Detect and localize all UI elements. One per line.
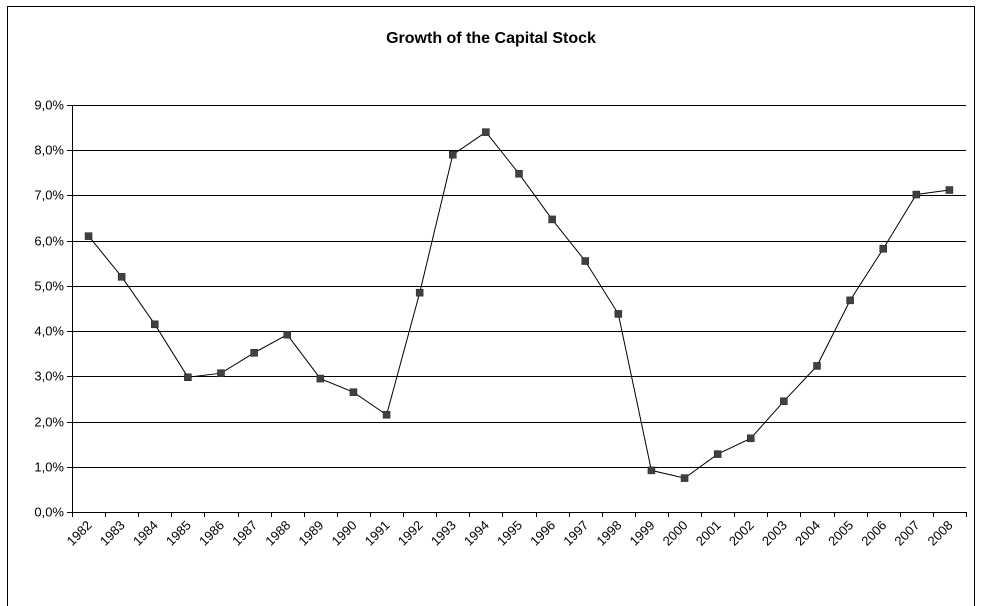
x-tick-label: 1991	[362, 518, 393, 549]
data-point	[349, 388, 358, 396]
data-point	[449, 150, 457, 159]
data-point	[780, 397, 788, 405]
data-point	[614, 310, 623, 318]
data-point	[581, 257, 589, 265]
x-tick-label: 2006	[858, 518, 889, 549]
data-point	[250, 349, 258, 357]
y-tick-label: 4,0%	[34, 324, 64, 339]
y-tick-label: 3,0%	[34, 369, 64, 384]
y-tick-label: 9,0%	[34, 98, 64, 113]
x-tick-label: 1985	[163, 518, 194, 549]
x-tick-label: 1983	[97, 518, 128, 549]
x-tick-label: 1993	[428, 518, 459, 549]
x-tick-label: 1988	[262, 518, 293, 549]
x-tick-label: 1995	[494, 518, 525, 549]
y-tick-label: 5,0%	[34, 279, 64, 294]
chart-title: Growth of the Capital Stock	[386, 30, 596, 47]
y-tick-label: 7,0%	[34, 188, 64, 203]
data-point	[846, 296, 854, 305]
data-point	[482, 128, 490, 136]
data-point	[912, 190, 921, 199]
y-tick-label: 8,0%	[34, 143, 64, 158]
line-chart: 0,0% 1,0% 2,0% 3,0% 4,0% 5,0% 6,0% 7,0% 8,0% 9,0%…	[34, 98, 967, 549]
x-tick-label: 1992	[395, 518, 426, 549]
x-tick-label: 1986	[196, 518, 227, 549]
gridlines	[72, 105, 966, 513]
data-point	[548, 215, 556, 224]
x-tick-label: 1998	[593, 518, 624, 549]
x-tick-label: 1996	[527, 518, 558, 549]
data-point	[217, 369, 225, 377]
data-point	[415, 288, 424, 297]
data-point	[117, 273, 126, 281]
x-tick-label: 1990	[329, 518, 360, 549]
data-point	[879, 245, 887, 253]
series-line	[88, 131, 950, 479]
x-tick-label: 2002	[726, 518, 757, 549]
data-point	[316, 374, 325, 383]
x-tick-label: 1989	[295, 518, 326, 549]
x-tick-label: 1994	[461, 518, 492, 549]
data-point	[84, 232, 93, 240]
x-tick-label: 1984	[130, 518, 161, 549]
x-tick-label: 1997	[560, 518, 591, 549]
x-tick-label: 1987	[229, 518, 260, 549]
x-tick-label: 2000	[660, 518, 691, 549]
data-point	[713, 450, 722, 458]
y-tick-label: 2,0%	[34, 415, 64, 430]
x-tick-label: 2005	[825, 518, 856, 549]
x-tick-label: 1999	[627, 518, 658, 549]
y-tick-label: 0,0%	[34, 505, 64, 520]
data-point	[945, 186, 954, 194]
data-point	[382, 411, 391, 419]
data-point	[515, 169, 523, 178]
x-tick-label: 2004	[792, 518, 823, 549]
x-tick-label: 2007	[891, 518, 922, 549]
x-tick-label: 2008	[925, 518, 956, 549]
data-point	[647, 466, 656, 475]
x-tick-label: 2003	[759, 518, 790, 549]
chart-frame	[7, 6, 975, 606]
y-tick-label: 1,0%	[34, 460, 64, 475]
x-tick-label: 1982	[64, 518, 95, 549]
data-point	[813, 362, 821, 370]
data-point	[151, 320, 159, 329]
data-point	[680, 474, 689, 482]
series-0	[84, 128, 954, 482]
data-point	[747, 434, 755, 443]
y-axis: 0,0% 1,0% 2,0% 3,0% 4,0% 5,0% 6,0% 7,0% 8,0% 9,0%	[34, 98, 73, 520]
data-point	[184, 373, 192, 381]
y-tick-label: 6,0%	[34, 234, 64, 249]
x-axis: 1982 1983 1984 1985 1986 1987 1988 1989 1990 1991…	[64, 512, 967, 549]
data-point	[283, 330, 291, 339]
x-tick-label: 2001	[693, 518, 724, 549]
